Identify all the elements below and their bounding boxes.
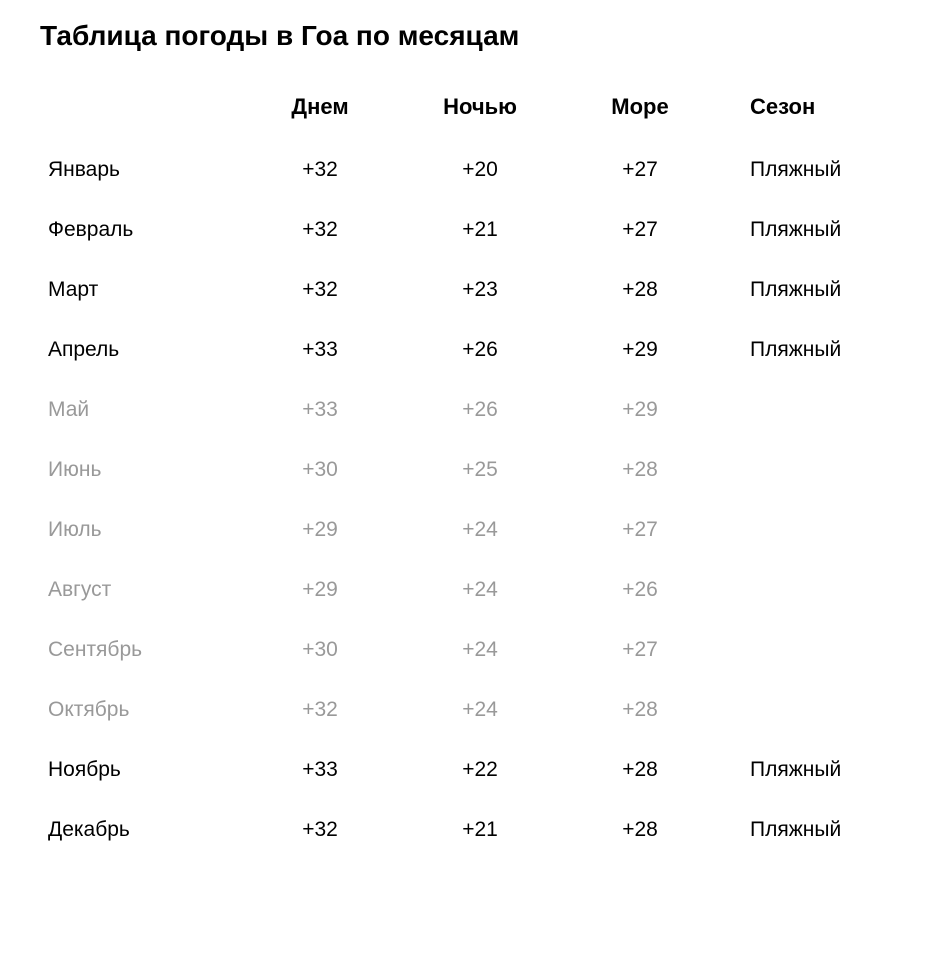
cell-day: +33 [240,380,400,440]
header-season: Сезон [720,82,892,140]
cell-sea: +27 [560,620,720,680]
cell-night: +26 [400,380,560,440]
cell-night: +25 [400,440,560,500]
header-night: Ночью [400,82,560,140]
cell-day: +32 [240,200,400,260]
cell-season: Пляжный [720,800,892,860]
table-row: Сентябрь+30+24+27 [40,620,892,680]
table-row: Май+33+26+29 [40,380,892,440]
cell-sea: +28 [560,260,720,320]
cell-season [720,560,892,620]
cell-season [720,500,892,560]
cell-month: Февраль [40,200,240,260]
cell-night: +21 [400,800,560,860]
cell-night: +20 [400,140,560,200]
header-day: Днем [240,82,400,140]
cell-season: Пляжный [720,200,892,260]
cell-day: +29 [240,500,400,560]
cell-day: +32 [240,800,400,860]
header-month [40,82,240,140]
cell-month: Сентябрь [40,620,240,680]
cell-sea: +28 [560,740,720,800]
table-row: Июль+29+24+27 [40,500,892,560]
cell-sea: +28 [560,680,720,740]
table-row: Март+32+23+28Пляжный [40,260,892,320]
table-row: Февраль+32+21+27Пляжный [40,200,892,260]
cell-month: Июль [40,500,240,560]
cell-sea: +27 [560,140,720,200]
cell-sea: +29 [560,320,720,380]
table-row: Октябрь+32+24+28 [40,680,892,740]
cell-day: +32 [240,260,400,320]
cell-season [720,440,892,500]
cell-night: +22 [400,740,560,800]
cell-night: +23 [400,260,560,320]
cell-day: +32 [240,680,400,740]
cell-season: Пляжный [720,740,892,800]
page-title: Таблица погоды в Гоа по месяцам [40,20,892,52]
cell-night: +24 [400,680,560,740]
cell-season: Пляжный [720,320,892,380]
cell-sea: +28 [560,800,720,860]
cell-season: Пляжный [720,260,892,320]
cell-month: Март [40,260,240,320]
cell-sea: +28 [560,440,720,500]
table-row: Апрель+33+26+29Пляжный [40,320,892,380]
table-row: Ноябрь+33+22+28Пляжный [40,740,892,800]
cell-month: Апрель [40,320,240,380]
table-row: Июнь+30+25+28 [40,440,892,500]
cell-sea: +27 [560,500,720,560]
cell-day: +32 [240,140,400,200]
cell-month: Ноябрь [40,740,240,800]
cell-day: +30 [240,440,400,500]
table-header-row: Днем Ночью Море Сезон [40,82,892,140]
cell-night: +24 [400,560,560,620]
cell-month: Январь [40,140,240,200]
table-row: Август+29+24+26 [40,560,892,620]
cell-month: Август [40,560,240,620]
table-row: Декабрь+32+21+28Пляжный [40,800,892,860]
cell-sea: +29 [560,380,720,440]
table-row: Январь+32+20+27Пляжный [40,140,892,200]
cell-season [720,620,892,680]
cell-night: +26 [400,320,560,380]
cell-sea: +26 [560,560,720,620]
cell-sea: +27 [560,200,720,260]
cell-month: Июнь [40,440,240,500]
weather-table: Днем Ночью Море Сезон Январь+32+20+27Пля… [40,82,892,860]
cell-season [720,380,892,440]
cell-month: Май [40,380,240,440]
cell-day: +33 [240,320,400,380]
cell-season: Пляжный [720,140,892,200]
cell-night: +24 [400,500,560,560]
header-sea: Море [560,82,720,140]
cell-night: +21 [400,200,560,260]
cell-night: +24 [400,620,560,680]
cell-month: Декабрь [40,800,240,860]
cell-day: +33 [240,740,400,800]
cell-season [720,680,892,740]
cell-day: +29 [240,560,400,620]
cell-day: +30 [240,620,400,680]
cell-month: Октябрь [40,680,240,740]
